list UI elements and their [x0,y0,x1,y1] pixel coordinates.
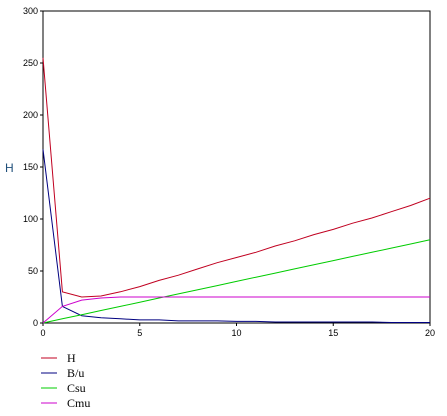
series-line-1 [42,57,431,298]
y-tick-label: 50 [28,266,38,276]
series-line-4 [42,296,430,324]
series-group [42,57,431,324]
y-axis-label: H [5,161,14,175]
legend-label: Csu [67,381,86,395]
series-line-2 [42,149,430,323]
y-tick-label: 0 [33,318,38,328]
plot-area-frame [42,10,431,324]
y-tick-label: 100 [23,214,38,224]
y-tick-label: 200 [23,110,38,120]
x-axis-ticks: 0 5 10 15 20 [40,323,435,338]
y-tick-label: 250 [23,58,38,68]
x-tick-label: 5 [137,328,142,338]
legend-label: B/u [67,366,84,380]
x-tick-label: 0 [40,328,45,338]
y-tick-label: 150 [23,162,38,172]
x-tick-label: 20 [425,328,435,338]
y-axis-ticks: 0 50 100 150 200 250 300 [23,6,43,328]
legend-label: Cmu [67,396,90,410]
y-tick-label: 300 [23,6,38,16]
x-tick-label: 10 [231,328,241,338]
series-line-3 [42,239,431,324]
legend-label: H [67,351,76,365]
x-tick-label: 15 [328,328,338,338]
